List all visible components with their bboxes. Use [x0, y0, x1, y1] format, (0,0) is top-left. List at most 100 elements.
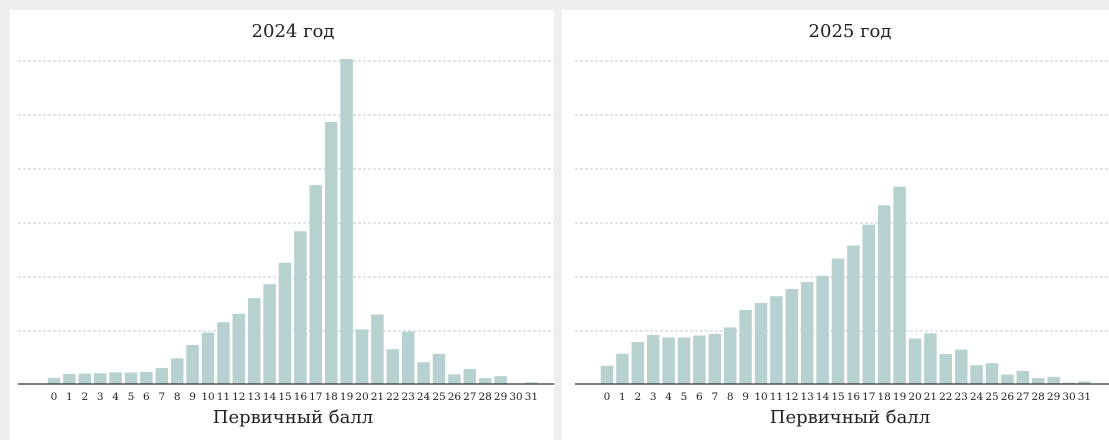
bar-17: [862, 224, 876, 384]
x-tick-label: 0: [51, 391, 58, 403]
x-tick-label: 1: [619, 391, 626, 403]
x-tick-label: 24: [970, 391, 984, 403]
x-tick-label: 25: [985, 391, 998, 403]
bar-9: [739, 309, 752, 384]
bar-3: [93, 373, 107, 384]
x-tick-label: 31: [525, 391, 538, 403]
x-tick-label: 18: [325, 391, 338, 403]
x-tick-label: 5: [681, 391, 688, 403]
bar-28: [1031, 378, 1045, 384]
x-tick-label: 21: [371, 391, 384, 403]
x-tick-label: 12: [785, 391, 798, 403]
bar-27: [1016, 371, 1030, 384]
bar-2: [631, 342, 645, 384]
x-tick-label: 27: [1016, 391, 1029, 403]
bar-31: [525, 382, 538, 384]
bar-22: [386, 349, 400, 384]
bar-3: [646, 334, 660, 384]
x-tick-label: 6: [696, 391, 703, 403]
bar-25: [432, 353, 446, 384]
x-axis-label: Первичный балл: [770, 407, 930, 428]
x-tick-label: 30: [509, 391, 522, 403]
bar-28: [478, 378, 492, 384]
bar-11: [217, 322, 230, 384]
x-tick-label: 16: [294, 391, 308, 403]
x-tick-label: 10: [201, 391, 214, 403]
bar-16: [294, 231, 307, 384]
x-tick-label: 2: [634, 391, 641, 403]
bar-13: [800, 281, 814, 384]
bar-1: [63, 373, 76, 384]
bar-21: [924, 333, 937, 384]
x-tick-label: 18: [878, 391, 891, 403]
x-tick-label: 30: [1062, 391, 1075, 403]
bar-25: [985, 363, 999, 384]
x-tick-label: 19: [340, 391, 353, 403]
x-tick-label: 19: [893, 391, 906, 403]
bar-20: [908, 338, 922, 384]
bar-21: [371, 314, 384, 384]
bar-29: [494, 376, 507, 384]
x-tick-label: 26: [448, 391, 462, 403]
bar-6: [140, 371, 153, 384]
bar-4: [662, 337, 675, 384]
x-tick-label: 20: [908, 391, 921, 403]
bar-16: [847, 245, 860, 384]
bar-0: [600, 365, 614, 384]
x-tick-label: 1: [66, 391, 73, 403]
bar-12: [232, 313, 246, 384]
x-tick-label: 28: [1032, 391, 1045, 403]
x-tick-label: 5: [128, 391, 135, 403]
x-tick-label: 9: [742, 391, 749, 403]
bar-15: [831, 258, 845, 384]
bar-20: [355, 329, 369, 384]
x-tick-label: 27: [463, 391, 476, 403]
x-tick-label: 29: [1047, 391, 1060, 403]
x-tick-label: 25: [432, 391, 445, 403]
chart-2025-svg: 0 1 2 3 4 5 6 7 8 9 10 11 12 13 14 15 16 17 18 19 20 21 22 23 24…: [575, 21, 1109, 428]
x-tick-label: 26: [1001, 391, 1015, 403]
bar-8: [170, 358, 184, 384]
bar-24: [417, 362, 430, 384]
x-tick-label: 8: [727, 391, 734, 403]
bar-13: [247, 298, 261, 384]
x-tick-label: 11: [770, 391, 783, 403]
x-tick-label: 17: [862, 391, 875, 403]
bar-18: [324, 122, 338, 385]
x-tick-label: 2: [81, 391, 88, 403]
bar-24: [970, 365, 983, 384]
bar-4: [109, 372, 122, 384]
bar-10: [754, 303, 768, 384]
x-tick-label: 24: [417, 391, 431, 403]
bar-18: [877, 205, 891, 384]
bar-5: [124, 372, 138, 384]
bar-11: [770, 296, 783, 384]
x-tick-label: 7: [711, 391, 718, 403]
x-tick-label: 13: [248, 391, 261, 403]
x-tick-label: 23: [402, 391, 415, 403]
x-tick-label: 15: [278, 391, 291, 403]
bar-14: [263, 284, 276, 384]
x-tick-label: 31: [1078, 391, 1091, 403]
x-tick-label: 7: [158, 391, 165, 403]
chart-panel-2025: 0 1 2 3 4 5 6 7 8 9 10 11 12 13 14 15 16 17 18 19 20 21 22 23 24…: [562, 10, 1109, 440]
x-axis-label: Первичный балл: [213, 407, 373, 428]
x-tick-label: 22: [939, 391, 952, 403]
bar-17: [309, 185, 323, 384]
x-tick-label: 10: [754, 391, 767, 403]
x-tick-label: 20: [355, 391, 368, 403]
bar-8: [723, 327, 737, 384]
x-tick-label: 14: [816, 391, 830, 403]
bar-23: [954, 349, 968, 384]
bar-26: [1001, 374, 1014, 384]
chart-2024-svg: 0 1 2 3 4 5 6 7 8 9 10 11 12 13 14 15 16 17 18 19 20 21 22 23 24…: [18, 21, 554, 428]
chart-title: 2025 год: [809, 21, 892, 42]
bar-10: [201, 332, 215, 384]
x-tick-label: 3: [650, 391, 657, 403]
x-tick-label: 0: [604, 391, 611, 403]
x-tick-label: 13: [801, 391, 814, 403]
x-tick-label: 4: [112, 391, 119, 403]
bar-14: [816, 275, 829, 384]
bar-30: [1062, 382, 1076, 384]
x-tick-label: 29: [494, 391, 507, 403]
